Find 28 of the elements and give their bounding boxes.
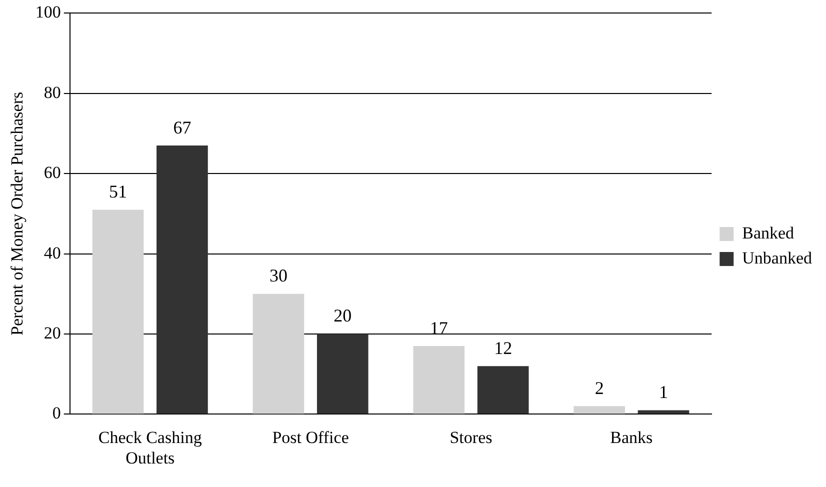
y-tick-label: 100 xyxy=(35,2,61,22)
y-tick-label: 80 xyxy=(44,82,61,102)
x-tick-label: Post Office xyxy=(272,428,349,447)
x-tick-label: Check Cashing Outlets xyxy=(98,428,202,468)
data-label: 2 xyxy=(594,378,604,398)
bar xyxy=(477,366,529,414)
x-tick-label: Banks xyxy=(610,428,653,447)
legend-label: Banked xyxy=(742,223,795,242)
data-label: 20 xyxy=(334,306,352,326)
data-label: 51 xyxy=(109,181,128,202)
legend-label: Unbanked xyxy=(742,248,812,268)
y-tick-label: 0 xyxy=(52,404,61,423)
y-tick-label: 40 xyxy=(44,243,61,262)
data-label: 1 xyxy=(659,382,668,402)
bar xyxy=(638,410,690,414)
data-label: 12 xyxy=(494,338,512,358)
y-axis-title: Percent of Money Order Purchasers xyxy=(8,92,27,336)
data-label: 30 xyxy=(269,266,288,286)
y-tick-label: 20 xyxy=(44,323,61,342)
y-tick-label: 60 xyxy=(44,163,61,182)
bar xyxy=(413,346,465,414)
bar xyxy=(316,334,368,414)
bar xyxy=(574,406,625,414)
data-label: 67 xyxy=(173,117,192,138)
bar xyxy=(156,146,208,414)
x-tick-label: Stores xyxy=(450,428,492,447)
bar xyxy=(252,294,304,414)
bar xyxy=(92,210,144,414)
